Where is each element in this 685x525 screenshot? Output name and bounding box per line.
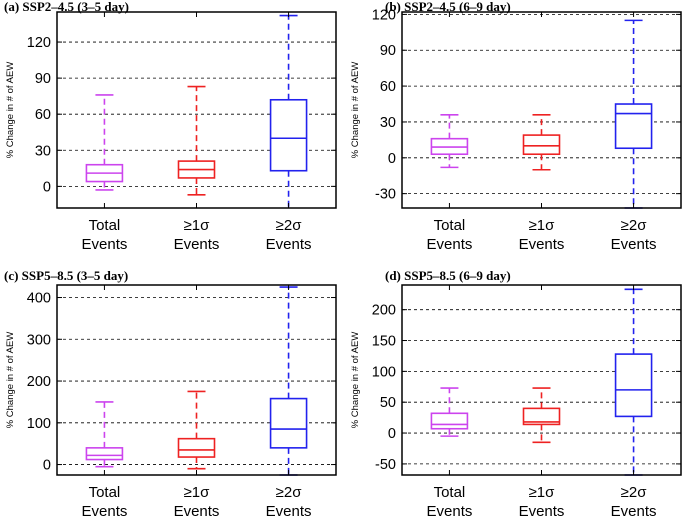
y-tick-label: 300 [27, 332, 51, 348]
iqr-box [269, 98, 308, 172]
y-tick-label: 200 [27, 374, 51, 390]
category-label: ≥1σ [529, 484, 556, 501]
category-label: ≥2σ [621, 484, 648, 501]
iqr-box [522, 407, 561, 426]
panel-3: (c) SSP5–8.5 (3–5 day) 0 100 200 300 400 % Cha… [4, 268, 337, 520]
y-tick-label: 0 [388, 426, 396, 442]
panel-4: (d) SSP5–8.5 (6–9 day) -50 0 50 100 150 200 % C… [350, 268, 682, 520]
y-axis-label: % Change in # of AEW [5, 62, 16, 159]
box-1 [430, 387, 469, 437]
y-tick-label: 100 [372, 364, 396, 380]
y-tick-label: 0 [43, 458, 51, 474]
category-label: Total [89, 484, 121, 501]
box-2 [522, 113, 561, 171]
y-tick-label: 90 [380, 43, 396, 59]
box-2 [177, 390, 216, 470]
box-1 [85, 94, 124, 191]
y-tick-label: 120 [372, 7, 396, 23]
category-label: Events [611, 236, 657, 253]
category-label: ≥1σ [184, 217, 211, 234]
y-tick-label: 60 [380, 79, 396, 95]
box-1 [85, 401, 124, 468]
y-tick-label: 200 [372, 303, 396, 319]
box-3 [269, 14, 308, 208]
category-label: Total [89, 217, 121, 234]
y-tick-label: 90 [35, 71, 51, 87]
panel-1: (a) SSP2–4.5 (3–5 day) 0 30 60 90 120 % Change… [4, 0, 337, 253]
category-label: Total [434, 484, 466, 501]
box-2 [522, 387, 561, 444]
panel-title: (a) SSP2–4.5 (3–5 day) [4, 0, 129, 14]
y-tick-label: 0 [43, 179, 51, 195]
category-label: Events [266, 503, 312, 520]
y-tick-label: 30 [380, 115, 396, 131]
y-tick-label: 30 [35, 143, 51, 159]
category-label: ≥2σ [276, 484, 303, 501]
panel-title: (c) SSP5–8.5 (3–5 day) [4, 268, 128, 283]
category-label: Events [82, 236, 128, 253]
box-3 [614, 288, 653, 476]
y-tick-label: 120 [27, 35, 51, 51]
panel-title: (b) SSP2–4.5 (6–9 day) [385, 0, 511, 14]
category-label: Events [266, 236, 312, 253]
category-label: Events [174, 503, 220, 520]
iqr-box [614, 353, 653, 418]
y-tick-label: 60 [35, 107, 51, 123]
box-1 [430, 113, 469, 169]
y-tick-label: -30 [375, 187, 396, 203]
plot-frame [401, 11, 682, 209]
category-label: Events [174, 236, 220, 253]
y-tick-label: 400 [27, 291, 51, 307]
category-label: Events [427, 503, 473, 520]
iqr-box [85, 447, 124, 461]
category-label: Total [434, 217, 466, 234]
box-2 [177, 85, 216, 196]
y-tick-label: 0 [388, 151, 396, 167]
category-label: Events [519, 503, 565, 520]
iqr-box [614, 103, 653, 150]
category-label: ≥1σ [529, 217, 556, 234]
y-axis-label: % Change in # of AEW [350, 332, 361, 429]
plot-frame [56, 284, 337, 476]
category-label: Events [427, 236, 473, 253]
iqr-box [269, 397, 308, 449]
y-tick-label: 50 [380, 395, 396, 411]
y-tick-label: -50 [375, 457, 396, 473]
plot-frame [401, 284, 682, 476]
box-3 [614, 19, 653, 209]
category-label: ≥2σ [276, 217, 303, 234]
y-tick-label: 100 [27, 416, 51, 432]
category-label: Events [519, 236, 565, 253]
y-tick-label: 150 [372, 334, 396, 350]
y-axis-label: % Change in # of AEW [350, 62, 361, 159]
plot-frame [56, 11, 337, 209]
panel-2: (b) SSP2–4.5 (6–9 day) -30 0 30 60 90 120 % Cha… [350, 0, 682, 253]
category-label: ≥2σ [621, 217, 648, 234]
y-axis-label: % Change in # of AEW [5, 332, 16, 429]
iqr-box [430, 412, 469, 430]
panel-title: (d) SSP5–8.5 (6–9 day) [385, 268, 511, 283]
iqr-box [177, 437, 216, 458]
category-label: Events [611, 503, 657, 520]
category-label: ≥1σ [184, 484, 211, 501]
category-label: Events [82, 503, 128, 520]
iqr-box [522, 134, 561, 156]
